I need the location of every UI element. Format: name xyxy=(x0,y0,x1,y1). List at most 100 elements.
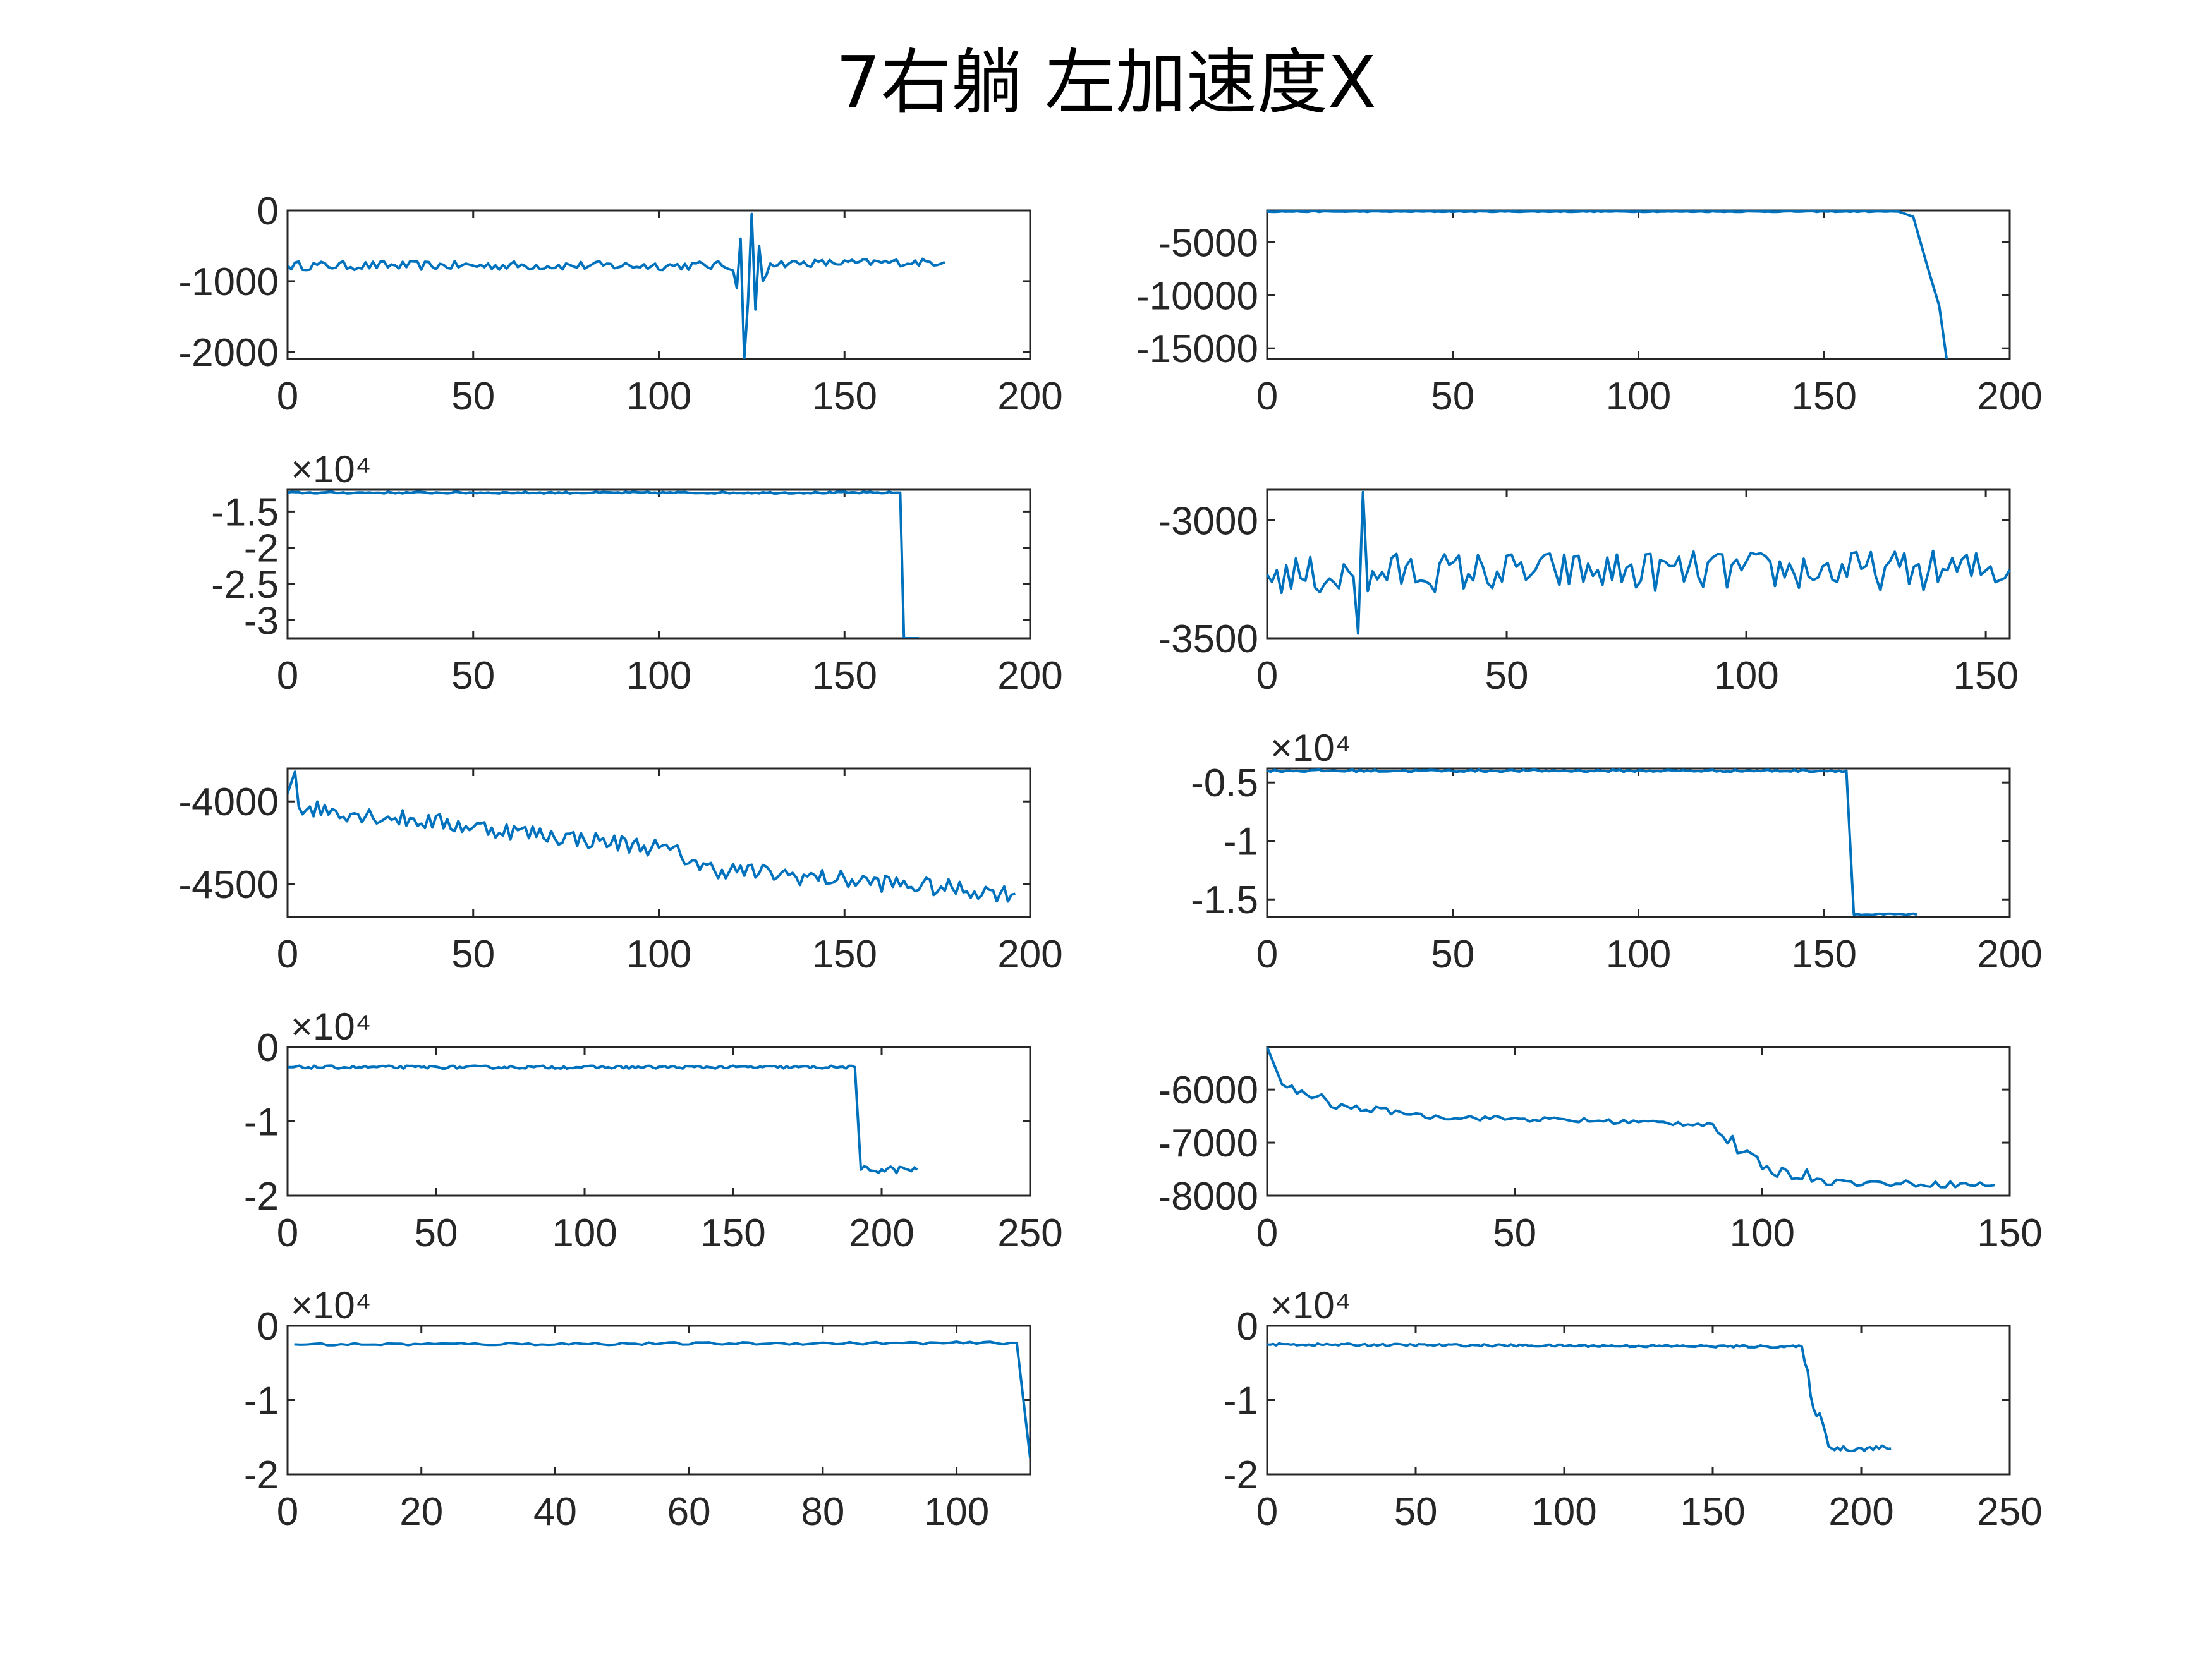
x-tick-label: 0 xyxy=(277,1211,298,1255)
y-tick-label: -1.5 xyxy=(211,490,279,534)
x-tick-label: 100 xyxy=(626,654,691,698)
subplot-1: 0 50 100 150 200 0 -1000 -2000 xyxy=(178,190,1062,418)
x-tick-label: 200 xyxy=(849,1211,914,1255)
y-tick-label: -1.5 xyxy=(1191,878,1258,922)
x-tick-label: 100 xyxy=(626,375,691,418)
x-tick-label: 50 xyxy=(415,1211,458,1255)
axes-box xyxy=(286,1325,1031,1476)
series-line xyxy=(294,1340,1030,1459)
y-tick-label: -3 xyxy=(244,599,279,643)
x-tick-label: 100 xyxy=(924,1490,989,1534)
x-tick-label: 0 xyxy=(1256,933,1278,976)
y-tick-label: -10000 xyxy=(1136,274,1258,318)
axes-box xyxy=(1266,767,2011,918)
subplot-9: 0 20 40 60 80 100 0 -1 -2 ×10⁴ xyxy=(244,1284,1031,1534)
x-tick-label: 50 xyxy=(1493,1211,1536,1255)
series-line xyxy=(288,770,1016,903)
x-tick-label: 0 xyxy=(1256,375,1278,418)
axes-box xyxy=(286,1046,1031,1197)
y-tick-label: -1000 xyxy=(178,260,279,304)
figure-title: 7右躺 左加速度X xyxy=(836,42,1376,124)
x-tick-label: 0 xyxy=(277,654,298,698)
y-tick-label: -15000 xyxy=(1136,327,1258,371)
y-tick-label: 0 xyxy=(257,190,279,233)
x-tick-label: 80 xyxy=(801,1490,844,1534)
subplot-8: 0 50 100 150 -6000 -7000 -8000 xyxy=(1158,1046,2043,1255)
x-tick-label: 50 xyxy=(1394,1490,1438,1534)
y-tick-label: 0 xyxy=(257,1026,279,1070)
subplot-10: 0 50 100 150 200 250 0 -1 -2 ×10⁴ xyxy=(1224,1284,2043,1534)
x-tick-label: 0 xyxy=(277,375,298,418)
x-tick-label: 250 xyxy=(997,1211,1062,1255)
series-line xyxy=(288,1064,918,1175)
y-exponent-label: ×10⁴ xyxy=(291,448,372,490)
x-tick-label: 200 xyxy=(1977,933,2042,976)
x-tick-label: 0 xyxy=(1256,1490,1278,1534)
y-tick-label: -1 xyxy=(1224,1380,1258,1423)
x-tick-label: 200 xyxy=(997,654,1062,698)
x-tick-label: 100 xyxy=(552,1211,617,1255)
x-tick-label: 150 xyxy=(812,654,877,698)
x-tick-label: 20 xyxy=(399,1490,443,1534)
y-tick-label: -1 xyxy=(244,1101,279,1144)
y-tick-label: -2 xyxy=(1224,1453,1258,1497)
x-tick-label: 50 xyxy=(1485,654,1529,698)
x-tick-label: 0 xyxy=(1256,654,1278,698)
x-tick-label: 150 xyxy=(1792,933,1857,976)
series-line xyxy=(288,212,945,359)
x-tick-label: 50 xyxy=(1431,933,1474,976)
axes-box xyxy=(286,767,1031,918)
axes-box xyxy=(286,488,1031,640)
axes-box xyxy=(1266,209,2011,360)
subplot-6: 0 50 100 150 200 -0.5 -1 -1.5 ×10⁴ xyxy=(1191,727,2043,976)
x-tick-label: 150 xyxy=(1977,1211,2042,1255)
x-tick-label: 200 xyxy=(997,933,1062,976)
x-tick-label: 150 xyxy=(812,375,877,418)
y-tick-label: -1 xyxy=(244,1380,279,1423)
x-tick-label: 100 xyxy=(1606,933,1671,976)
x-tick-label: 150 xyxy=(1792,375,1857,418)
y-tick-label: -3500 xyxy=(1158,617,1258,661)
y-tick-label: -0.5 xyxy=(1191,761,1258,805)
y-exponent-label: ×10⁴ xyxy=(291,1284,372,1326)
series-line xyxy=(1267,1047,1995,1189)
subplot-7: 0 50 100 150 200 250 0 -1 -2 ×10⁴ xyxy=(244,1005,1063,1255)
x-tick-label: 50 xyxy=(451,654,495,698)
axes-box xyxy=(1266,1325,2011,1476)
y-tick-label: -8000 xyxy=(1158,1175,1258,1218)
x-tick-label: 100 xyxy=(1606,375,1671,418)
subplot-4: 0 50 100 150 -3000 -3500 xyxy=(1158,488,2019,698)
x-tick-label: 50 xyxy=(451,375,495,418)
x-tick-label: 100 xyxy=(626,933,691,976)
x-tick-label: 150 xyxy=(1953,654,2018,698)
y-exponent-label: ×10⁴ xyxy=(291,1005,372,1048)
series-line xyxy=(1267,1342,1892,1453)
subplot-5: 0 50 100 150 200 -4000 -4500 xyxy=(178,767,1063,976)
y-tick-label: -4500 xyxy=(178,863,279,907)
x-tick-label: 200 xyxy=(997,375,1062,418)
x-tick-label: 150 xyxy=(812,933,877,976)
series-line xyxy=(1267,210,1948,359)
series-line xyxy=(288,490,919,638)
y-tick-label: -4000 xyxy=(178,780,279,824)
x-tick-label: 150 xyxy=(1680,1490,1745,1534)
y-exponent-label: ×10⁴ xyxy=(1270,1284,1351,1326)
y-tick-label: -2 xyxy=(244,527,279,571)
y-tick-label: -1 xyxy=(1224,820,1258,864)
y-tick-label: -3000 xyxy=(1158,499,1258,543)
x-tick-label: 100 xyxy=(1531,1490,1596,1534)
y-tick-label: -2 xyxy=(244,1453,279,1497)
x-tick-label: 100 xyxy=(1730,1211,1795,1255)
y-tick-label: 0 xyxy=(257,1305,279,1349)
series-line xyxy=(1267,490,2010,635)
y-tick-label: -2000 xyxy=(178,331,279,375)
y-tick-label: -2 xyxy=(244,1175,279,1218)
x-tick-label: 150 xyxy=(700,1211,765,1255)
x-tick-label: 0 xyxy=(277,933,298,976)
x-tick-label: 100 xyxy=(1713,654,1778,698)
y-tick-label: -5000 xyxy=(1158,221,1258,265)
series-line xyxy=(1267,768,1917,916)
axes-box xyxy=(286,209,1031,360)
